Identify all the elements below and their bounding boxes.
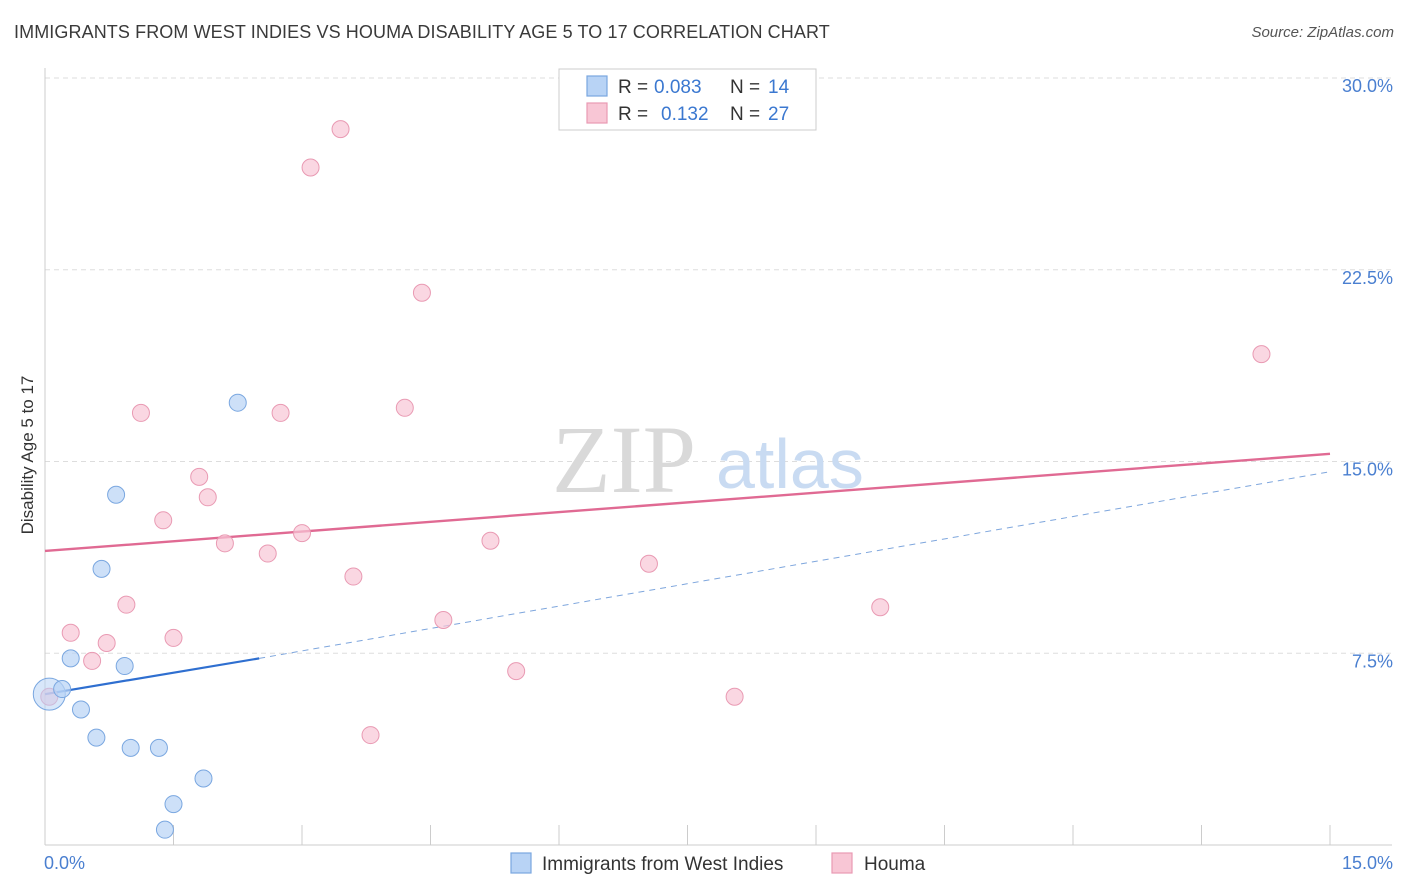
point-pink-4: [117, 595, 136, 614]
point-blue-1: [53, 680, 72, 699]
legend-n-value-blue: 14: [768, 77, 790, 98]
bottom-legend-swatch-pink: [831, 852, 853, 874]
point-pink-22: [507, 662, 526, 681]
point-blue-3: [71, 700, 90, 719]
point-pink-23: [639, 554, 658, 573]
point-pink-2: [83, 651, 102, 670]
point-pink-25: [871, 598, 890, 617]
y-tick-label-1: 15.0%: [1342, 460, 1393, 480]
trend-line-blue: [44, 657, 260, 696]
point-pink-14: [301, 158, 320, 177]
trend-lines: [44, 452, 1331, 696]
point-pink-1: [61, 623, 80, 642]
legend-n-value-pink: 27: [768, 104, 789, 125]
point-pink-10: [215, 534, 234, 553]
point-blue-8: [121, 738, 140, 757]
legend-box: R = 0.083 N = 14 R = 0.132 N = 27: [558, 68, 817, 131]
point-pink-26: [1252, 345, 1271, 364]
x-tick-label-1: 15.0%: [1342, 853, 1393, 873]
trend-line-dashed-blue: [259, 471, 1331, 659]
legend-n-label-pink: N =: [730, 104, 760, 125]
x-tick-label-0: 0.0%: [44, 853, 85, 873]
point-pink-12: [271, 403, 290, 422]
y-tick-label-3: 30.0%: [1342, 76, 1393, 96]
point-pink-15: [331, 120, 350, 139]
point-pink-7: [164, 628, 183, 647]
point-pink-9: [198, 488, 217, 507]
bottom-legend: Immigrants from West Indies Houma: [510, 852, 926, 875]
watermark: ZIP atlas: [552, 406, 864, 513]
point-pink-11: [258, 544, 277, 563]
point-pink-21: [481, 531, 500, 550]
point-pink-24: [725, 687, 744, 706]
point-blue-11: [155, 820, 174, 839]
point-pink-13: [293, 524, 311, 543]
point-blue-6: [107, 485, 126, 504]
source-label: Source: ZipAtlas.com: [1251, 24, 1394, 41]
point-pink-8: [190, 467, 209, 486]
legend-r-label-pink: R =: [618, 104, 648, 125]
point-pink-6: [154, 511, 173, 530]
point-blue-12: [194, 769, 213, 788]
chart-title: IMMIGRANTS FROM WEST INDIES VS HOUMA DIS…: [14, 22, 830, 42]
y-tick-label-0: 7.5%: [1352, 651, 1393, 671]
legend-n-label-blue: N =: [730, 77, 760, 98]
point-pink-16: [344, 567, 363, 586]
point-pink-3: [97, 634, 116, 653]
legend-r-value-blue: 0.083: [654, 77, 702, 98]
point-blue-7: [115, 657, 134, 676]
legend-r-value-pink: 0.132: [661, 104, 709, 125]
point-blue-9: [149, 738, 168, 757]
point-pink-5: [131, 403, 150, 422]
y-axis-label: Disability Age 5 to 17: [18, 376, 37, 535]
data-points: [32, 120, 1271, 839]
y-tick-label-2: 22.5%: [1342, 268, 1393, 288]
grid-lines: [45, 77, 1392, 654]
legend-swatch-blue: [586, 75, 608, 97]
axes: [44, 68, 1392, 846]
watermark-zip: ZIP: [552, 406, 696, 513]
point-pink-18: [395, 398, 414, 417]
point-blue-2: [61, 649, 80, 668]
point-pink-19: [412, 283, 431, 302]
tick-labels: 7.5% 15.0% 22.5% 30.0% 0.0% 15.0%: [44, 76, 1393, 873]
point-blue-10: [164, 795, 183, 814]
bottom-legend-label-pink: Houma: [864, 854, 926, 875]
legend-swatch-pink: [586, 102, 608, 124]
legend-r-label-blue: R =: [618, 77, 648, 98]
point-pink-20: [434, 611, 453, 630]
point-blue-4: [87, 728, 106, 747]
bottom-legend-swatch-blue: [510, 852, 532, 874]
point-blue-5: [92, 559, 111, 578]
bottom-legend-label-blue: Immigrants from West Indies: [542, 854, 783, 875]
point-pink-17: [361, 726, 380, 745]
trend-line-pink: [44, 452, 1331, 553]
point-blue-13: [228, 393, 247, 412]
